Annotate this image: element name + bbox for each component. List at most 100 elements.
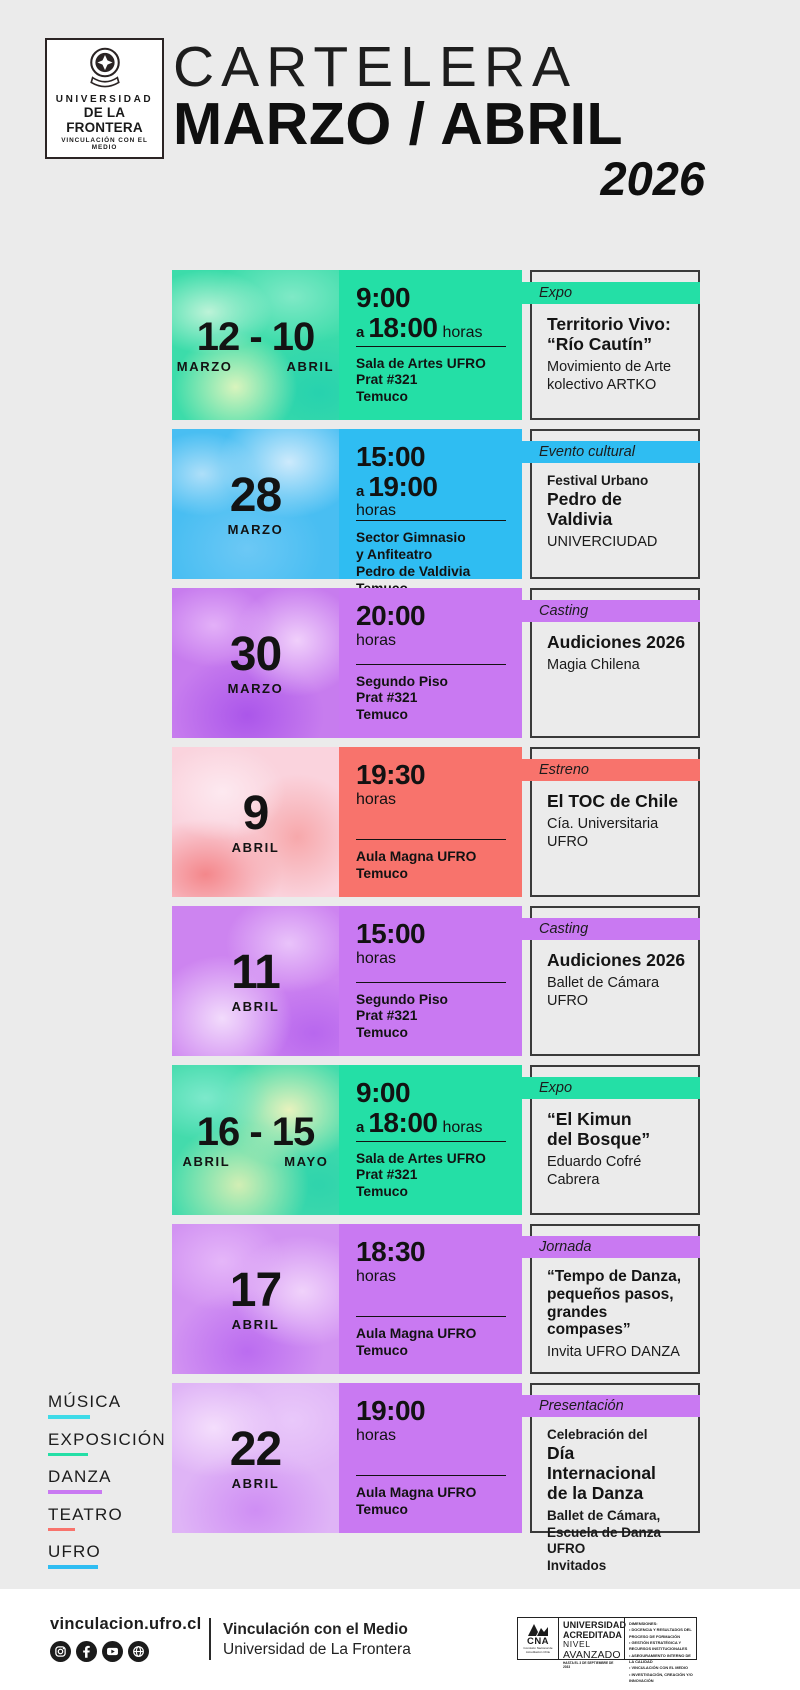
legend-underline — [48, 1490, 102, 1494]
event-time: 9:00 — [356, 282, 411, 313]
divider — [356, 663, 506, 665]
accreditation-level: UNIVERSIDAD ACREDITADA NIVEL AVANZADO HA… — [558, 1618, 626, 1669]
event-details: Evento cultural Festival Urbano Pedro de… — [522, 429, 700, 579]
event-image: 17 ABRIL — [172, 1224, 339, 1374]
event-schedule: 9:00 a 18:00 horas Sala de Artes UFRO Prat… — [339, 270, 522, 420]
event-card: 22 ABRIL 19:00 horas Aula Magna UFRO Tem… — [172, 1383, 700, 1573]
event-day: 11 — [231, 945, 281, 999]
event-month: MAYO — [284, 1153, 329, 1169]
dimension-item: ASEGURAMIENTO INTERNO DE LA CALIDAD — [629, 1653, 694, 1666]
event-day: 12 - 10 — [196, 314, 316, 359]
event-date: 11 ABRIL — [172, 906, 339, 1056]
event-organizer: Ballet de Cámara UFRO — [547, 975, 660, 1009]
event-hours-label: horas — [356, 791, 397, 809]
event-organizer: Ballet de Cámara, Escuela de Danza UFRO … — [547, 1508, 662, 1573]
event-title: El TOC de Chile — [547, 791, 678, 811]
legend-item-musica: MÚSICA — [48, 1392, 166, 1419]
website-link[interactable]: vinculacion.ufro.cl — [50, 1615, 202, 1633]
event-title: Pedro de Valdivia — [547, 489, 622, 530]
event-time-range: a 18:00 horas — [356, 1107, 483, 1139]
event-title: “Tempo de Danza, pequeños pasos, grandes… — [547, 1268, 682, 1339]
event-day: 28 — [229, 468, 282, 522]
event-date: 17 ABRIL — [172, 1224, 339, 1374]
event-month: ABRIL — [286, 358, 335, 374]
event-day: 22 — [229, 1422, 282, 1476]
event-month: MARZO — [227, 521, 284, 537]
divider — [356, 1316, 506, 1318]
facebook-icon[interactable] — [76, 1641, 97, 1662]
event-month: ABRIL — [231, 1475, 280, 1491]
event-card: 17 ABRIL 18:30 horas Aula Magna UFRO Tem… — [172, 1224, 700, 1374]
event-day: 16 - 15 — [196, 1109, 316, 1154]
event-category: Casting — [539, 921, 589, 937]
event-details: Estreno El TOC de Chile Cía. Universitar… — [522, 747, 700, 897]
legend-item-teatro: TEATRO — [48, 1505, 166, 1532]
cna-logo: CNA Comisión Nacional de Acreditación Ch… — [518, 1618, 558, 1659]
event-category-bar: Jornada — [522, 1236, 700, 1258]
event-image: 9 ABRIL — [172, 747, 339, 897]
event-title: Audiciones 2026 — [547, 632, 686, 652]
event-location: Segundo Piso Prat #321 Temuco — [356, 673, 448, 723]
event-schedule: 19:30 horas Aula Magna UFRO Temuco — [339, 747, 522, 897]
cna-accreditation-badge: CNA Comisión Nacional de Acreditación Ch… — [517, 1617, 697, 1683]
event-location: Sala de Artes UFRO Prat #321 Temuco — [356, 1150, 486, 1200]
contact-block: vinculacion.ufro.cl — [50, 1615, 201, 1662]
event-location: Sala de Artes UFRO Prat #321 Temuco — [356, 355, 486, 405]
event-image: 12 - 10 MARZO ABRIL — [172, 270, 339, 420]
legend-item-danza: DANZA — [48, 1467, 166, 1494]
event-image: 16 - 15 ABRIL MAYO — [172, 1065, 339, 1215]
web-icon[interactable] — [128, 1641, 149, 1662]
event-category-bar: Estreno — [522, 759, 700, 781]
event-date: 12 - 10 MARZO ABRIL — [172, 270, 339, 420]
event-card: 28 MARZO 15:00 a 19:00 horas Sector Gimna… — [172, 429, 700, 596]
legend-underline — [48, 1415, 90, 1419]
legend-underline — [48, 1565, 98, 1569]
event-details: Expo Territorio Vivo: “Río Cautín” Movim… — [522, 270, 700, 420]
event-date: 22 ABRIL — [172, 1383, 339, 1533]
university-crest-icon — [89, 47, 120, 88]
event-title: Audiciones 2026 — [547, 950, 686, 970]
event-category: Casting — [539, 603, 589, 619]
divider — [356, 520, 506, 522]
youtube-icon[interactable] — [102, 1641, 123, 1662]
event-month: MARZO — [227, 680, 284, 696]
event-month: MARZO — [176, 358, 233, 374]
event-card: 11 ABRIL 15:00 horas Segundo Piso Prat #… — [172, 906, 700, 1056]
dimension-item: VINCULACIÓN CON EL MEDIO — [629, 1665, 694, 1671]
event-time: 19:30 — [356, 759, 426, 790]
title-months: MARZO / ABRIL — [173, 91, 624, 158]
event-date: 16 - 15 ABRIL MAYO — [172, 1065, 339, 1215]
legend-underline — [48, 1452, 88, 1457]
instagram-icon[interactable] — [50, 1641, 71, 1662]
divider — [356, 1140, 506, 1142]
event-image: 11 ABRIL — [172, 906, 339, 1056]
event-time: 15:00 — [356, 918, 426, 949]
event-details: Expo “El Kimun del Bosque” Eduardo Cofré… — [522, 1065, 700, 1215]
event-title: “El Kimun del Bosque” — [547, 1109, 651, 1150]
event-day: 30 — [229, 627, 282, 681]
event-schedule: 19:00 horas Aula Magna UFRO Temuco — [339, 1383, 522, 1533]
event-pretitle: Festival Urbano — [547, 473, 649, 488]
event-details: Casting Audiciones 2026 Magia Chilena — [522, 588, 700, 738]
event-category-bar: Presentación — [522, 1395, 700, 1417]
org-line1: Vinculación con el Medio — [223, 1621, 408, 1638]
event-time: 20:00 — [356, 600, 426, 631]
event-organizer: Invita UFRO DANZA — [547, 1344, 680, 1361]
event-schedule: 15:00 horas Segundo Piso Prat #321 Temuc… — [339, 906, 522, 1056]
event-date: 9 ABRIL — [172, 747, 339, 897]
event-title: Territorio Vivo: “Río Cautín” — [547, 314, 671, 355]
footer-divider — [209, 1618, 211, 1660]
accreditation-dimensions: DIMENSIONES: DOCENCIA Y RESULTADOS DEL P… — [624, 1618, 696, 1683]
event-hours-label: horas — [356, 950, 397, 968]
event-time: 19:00 — [356, 1395, 426, 1426]
event-month: ABRIL — [231, 998, 280, 1014]
event-image: 30 MARZO — [172, 588, 339, 738]
event-location: Aula Magna UFRO Temuco — [356, 849, 477, 882]
event-location: Segundo Piso Prat #321 Temuco — [356, 991, 448, 1041]
event-details: Jornada “Tempo de Danza, pequeños pasos,… — [522, 1224, 700, 1374]
event-hours-label: horas — [356, 1427, 397, 1445]
divider — [356, 981, 506, 983]
legend-item-exposicion: EXPOSICIÓN — [48, 1430, 166, 1457]
event-pretitle: Celebración del — [547, 1427, 648, 1442]
